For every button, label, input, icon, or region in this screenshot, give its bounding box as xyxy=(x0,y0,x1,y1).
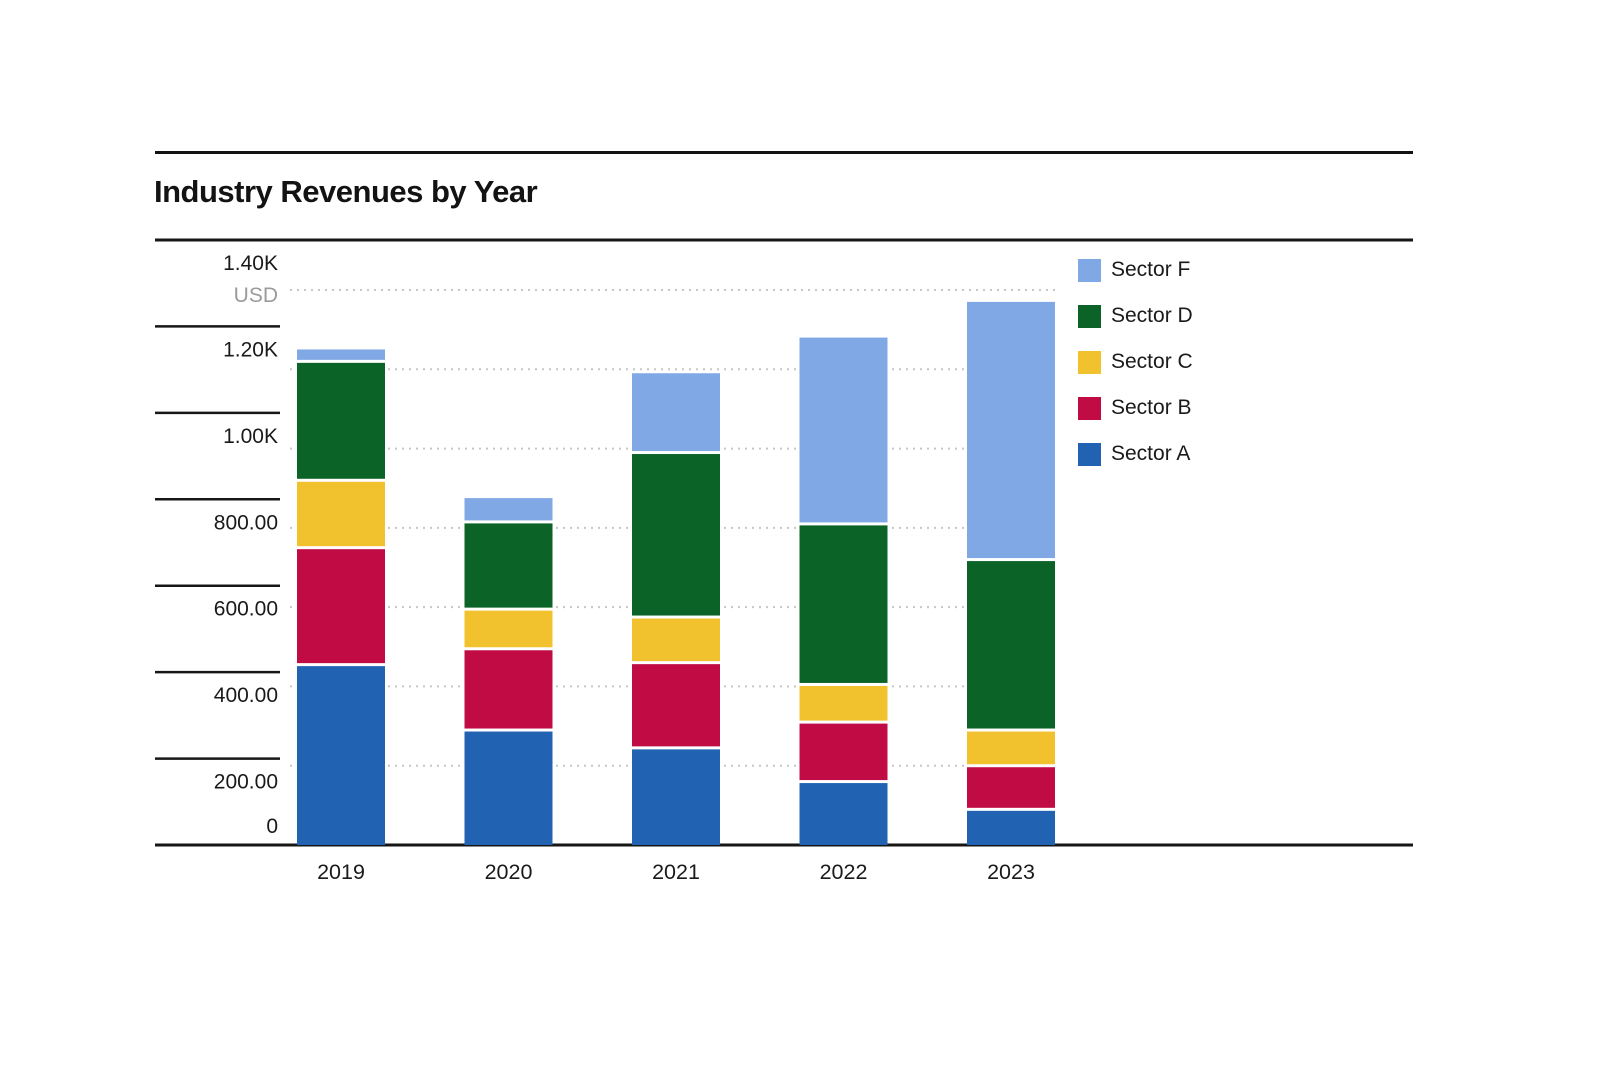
segment-separator xyxy=(464,520,553,524)
y-tick-label: 200.00 xyxy=(214,771,278,794)
legend-label: Sector B xyxy=(1111,396,1192,419)
segment-separator xyxy=(632,615,720,619)
segment-separator xyxy=(967,764,1055,768)
bar-segment-2023-sector-b xyxy=(967,765,1055,810)
y-tick-label: 0 xyxy=(266,815,278,838)
legend-item-sector-c: Sector C xyxy=(1078,350,1193,374)
bar-segment-2020-sector-d xyxy=(464,521,553,610)
segment-separator xyxy=(297,359,385,363)
y-tick-label: 1.40K xyxy=(223,252,278,275)
segment-separator xyxy=(799,720,888,724)
legend: Sector F Sector D Sector C Sector B Sector A xyxy=(1078,258,1193,466)
legend-swatch-icon xyxy=(1078,396,1101,420)
x-tick-label: 2023 xyxy=(987,860,1035,884)
bar-segment-2022-sector-d xyxy=(799,523,888,685)
page-title: Industry Revenues by Year xyxy=(154,174,538,209)
bar-segment-2022-sector-a xyxy=(799,781,888,845)
legend-label: Sector A xyxy=(1111,442,1191,465)
bar-segment-2019-sector-f xyxy=(297,349,385,362)
y-tick-label: 600.00 xyxy=(214,598,278,621)
bar-segment-2021-sector-d xyxy=(632,452,720,618)
bar-segment-2021-sector-a xyxy=(632,747,720,845)
y-tick-label: 1.20K xyxy=(223,338,278,361)
legend-swatch-icon xyxy=(1078,442,1101,466)
legend-swatch-icon xyxy=(1078,258,1101,282)
top-divider xyxy=(155,151,1413,154)
bar-segment-2023-sector-c xyxy=(967,730,1055,766)
bar-segment-2019-sector-b xyxy=(297,547,385,665)
segment-separator xyxy=(967,807,1055,811)
bar-segment-2019-sector-d xyxy=(297,361,385,481)
segment-separator xyxy=(464,647,553,651)
bar-segment-2023-sector-a xyxy=(967,809,1055,845)
bar-segment-2020-sector-f xyxy=(464,498,553,522)
segment-separator xyxy=(967,728,1055,732)
x-tick-label: 2021 xyxy=(652,860,700,884)
bar-segment-2022-sector-f xyxy=(799,337,888,524)
bar-segment-2020-sector-a xyxy=(464,730,553,845)
segment-separator xyxy=(799,522,888,526)
bar-segment-2022-sector-b xyxy=(799,722,888,782)
bar-segment-2020-sector-c xyxy=(464,609,553,649)
y-tick-label: 400.00 xyxy=(214,684,278,707)
bar-segment-2021-sector-c xyxy=(632,617,720,663)
segment-separator xyxy=(297,663,385,667)
legend-swatch-icon xyxy=(1078,304,1101,328)
legend-item-sector-f: Sector F xyxy=(1078,258,1193,282)
x-tick-label: 2020 xyxy=(485,860,533,884)
segment-separator xyxy=(464,607,553,611)
x-tick-label: 2019 xyxy=(317,860,365,884)
x-tick-label: 2022 xyxy=(820,860,868,884)
segment-separator xyxy=(632,451,720,455)
legend-swatch-icon xyxy=(1078,350,1101,374)
segment-separator xyxy=(967,558,1055,562)
bar-segment-2022-sector-c xyxy=(799,684,888,723)
bar-segment-2023-sector-f xyxy=(967,301,1055,560)
y-axis-unit-label: USD xyxy=(234,284,278,307)
bar-segment-2021-sector-b xyxy=(632,662,720,748)
legend-item-sector-b: Sector B xyxy=(1078,396,1193,420)
legend-item-sector-d: Sector D xyxy=(1078,304,1193,328)
bar-segment-2020-sector-b xyxy=(464,648,553,731)
segment-separator xyxy=(799,780,888,784)
legend-item-sector-a: Sector A xyxy=(1078,442,1193,466)
segment-separator xyxy=(632,661,720,665)
segment-separator xyxy=(464,728,553,732)
bar-segment-2021-sector-f xyxy=(632,373,720,453)
y-tick-label: 800.00 xyxy=(214,511,278,534)
bar-segment-2019-sector-c xyxy=(297,480,385,548)
segment-separator xyxy=(297,546,385,550)
legend-label: Sector F xyxy=(1111,258,1191,281)
segment-separator xyxy=(799,682,888,686)
y-tick-label: 1.00K xyxy=(223,425,278,448)
segment-separator xyxy=(297,478,385,482)
segment-separator xyxy=(632,746,720,750)
bar-segment-2019-sector-a xyxy=(297,664,385,845)
bar-segment-2023-sector-d xyxy=(967,559,1055,731)
legend-label: Sector D xyxy=(1111,304,1193,327)
legend-label: Sector C xyxy=(1111,350,1193,373)
